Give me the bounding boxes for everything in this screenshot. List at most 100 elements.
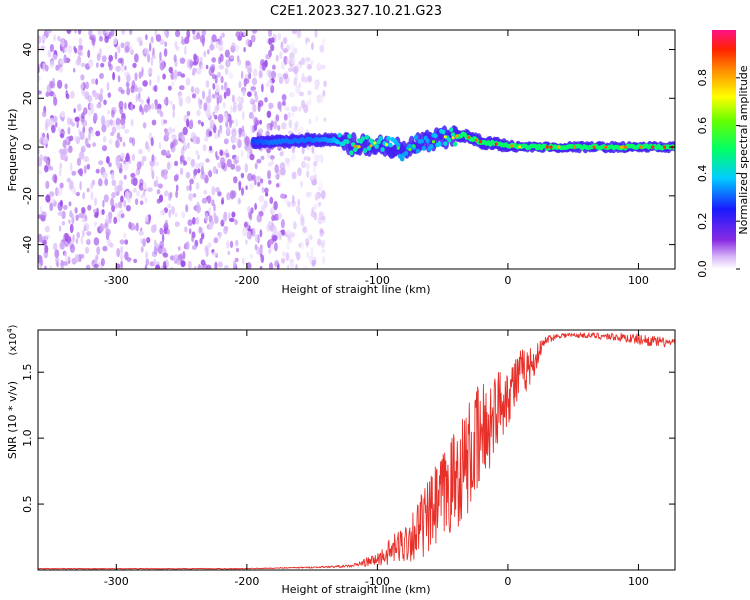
spectrogram-noise-blob — [310, 59, 314, 65]
spectrogram-noise-blob — [155, 34, 162, 42]
spectrogram-noise-blob — [60, 265, 64, 269]
spectrogram-noise-blob — [268, 179, 272, 185]
spectrogram-noise-blob — [189, 183, 192, 192]
spectrogram-noise-blob — [81, 207, 86, 214]
spectrogram-x-tick-label: -300 — [104, 274, 129, 287]
spectrogram-noise-blob — [184, 36, 190, 44]
spectrogram-noise-blob — [260, 205, 266, 212]
spectrogram-noise-blob — [208, 169, 212, 178]
spectrogram-noise-blob — [291, 92, 296, 97]
spectrogram-noise-blob — [277, 230, 282, 239]
spectrogram-noise-blob — [120, 42, 125, 49]
spectrogram-noise-blob — [93, 263, 99, 269]
spectrogram-noise-blob — [57, 211, 63, 216]
spectrogram-noise-blob — [67, 116, 71, 126]
spectrogram-noise-blob — [95, 78, 98, 85]
spectrogram-noise-blob — [120, 195, 124, 203]
spectrogram-noise-blob — [136, 36, 143, 43]
spectrogram-noise-blob — [128, 158, 131, 164]
spectrogram-noise-blob — [261, 83, 264, 93]
spectrogram-noise-blob — [99, 72, 104, 80]
spectrogram-noise-blob — [43, 35, 47, 41]
spectrogram-noise-blob — [81, 89, 86, 96]
spectrogram-noise-blob — [319, 232, 323, 237]
spectrogram-noise-blob — [284, 157, 291, 164]
spectrogram-noise-blob — [258, 71, 263, 79]
spectrogram-noise-blob — [214, 105, 219, 114]
spectrogram-noise-blob — [320, 64, 326, 70]
spectrogram-signal-peak — [369, 144, 373, 148]
snr-line-group — [38, 332, 675, 570]
spectrogram-noise-blob — [224, 67, 229, 75]
spectrogram-noise-blob — [228, 212, 231, 221]
spectrogram-noise-blob — [306, 251, 310, 258]
spectrogram-noise-blob — [214, 83, 220, 93]
spectrogram-noise-blob — [75, 214, 79, 221]
spectrogram-noise-blob — [258, 128, 264, 135]
spectrogram-noise-blob — [300, 57, 305, 65]
spectrogram-signal-peak — [455, 134, 459, 138]
spectrogram-noise-blob — [150, 56, 154, 67]
spectrogram-noise-blob — [111, 109, 115, 118]
colorbar-ticks: 0.0 0.2 0.4 0.6 0.8 — [696, 69, 740, 278]
spectrogram-noise-blob — [163, 174, 168, 180]
spectrogram-noise-blob — [67, 45, 72, 54]
spectrogram-noise-blob — [190, 119, 193, 127]
spectrogram-noise-blob — [218, 64, 225, 70]
spectrogram-noise-blob — [293, 122, 297, 128]
spectrogram-noise-blob — [242, 227, 248, 237]
spectrogram-x-tick-label: 0 — [504, 274, 511, 287]
spectrogram-noise-blob — [154, 99, 158, 106]
spectrogram-noise-blob — [243, 30, 247, 37]
spectrogram-noise-blob — [61, 221, 66, 226]
spectrogram-noise-blob — [69, 180, 74, 190]
spectrogram-noise-blob — [123, 174, 127, 180]
spectrogram-noise-blob — [241, 125, 245, 132]
spectrogram-noise-blob — [300, 217, 305, 227]
spectrogram-noise-blob — [190, 86, 195, 93]
spectrogram-noise-blob — [93, 112, 98, 122]
spectrogram-noise-blob — [148, 67, 153, 75]
spectrogram-noise-blob — [226, 126, 230, 135]
spectrogram-noise-blob — [319, 44, 325, 53]
spectrogram-noise-blob — [53, 96, 58, 106]
spectrogram-noise-blob — [284, 199, 289, 204]
spectrogram-noise-blob — [215, 151, 218, 158]
spectrogram-noise-blob — [44, 164, 49, 173]
spectrogram-noise-blob — [84, 246, 90, 254]
spectrogram-noise-blob — [237, 95, 241, 103]
spectrogram-noise-blob — [258, 247, 264, 254]
spectrogram-noise-blob — [202, 144, 207, 152]
spectrogram-noise-blob — [128, 191, 133, 199]
spectrogram-noise-blob — [196, 204, 201, 214]
spectrogram-noise-blob — [49, 265, 53, 269]
spectrogram-noise-blob — [75, 238, 79, 244]
spectrogram-noise-blob — [205, 158, 210, 163]
spectrogram-noise-blob — [156, 198, 161, 204]
spectrogram-noise-blob — [254, 202, 257, 211]
spectrogram-signal-core — [388, 142, 393, 148]
spectrogram-noise-blob — [150, 103, 155, 110]
spectrogram-noise-blob — [321, 248, 326, 254]
spectrogram-noise-blob — [191, 93, 197, 99]
spectrogram-noise-blob — [208, 88, 212, 97]
spectrogram-noise-blob — [291, 30, 298, 35]
spectrogram-noise-blob — [270, 37, 275, 43]
spectrogram-noise-blob — [261, 186, 265, 193]
spectrogram-noise-blob — [169, 191, 173, 199]
spectrogram-noise-blob — [280, 61, 286, 70]
spectrogram-noise-blob — [96, 53, 101, 61]
spectrogram-noise-blob — [191, 245, 197, 250]
spectrogram-noise-blob — [146, 98, 150, 104]
spectrogram-noise-blob — [191, 231, 196, 239]
spectrogram-y-tick-label: -20 — [21, 187, 34, 205]
spectrogram-noise-blob — [171, 81, 175, 86]
spectrogram-noise-blob — [109, 119, 114, 126]
spectrogram-y-tick-label: 40 — [21, 43, 34, 57]
spectrogram-noise-blob — [313, 204, 318, 211]
spectrogram-noise-blob — [89, 102, 94, 110]
spectrogram-noise-blob — [292, 194, 295, 204]
spectrogram-noise-blob — [306, 170, 310, 178]
spectrogram-noise-blob — [246, 262, 252, 269]
spectrogram-noise-blob — [253, 117, 259, 126]
